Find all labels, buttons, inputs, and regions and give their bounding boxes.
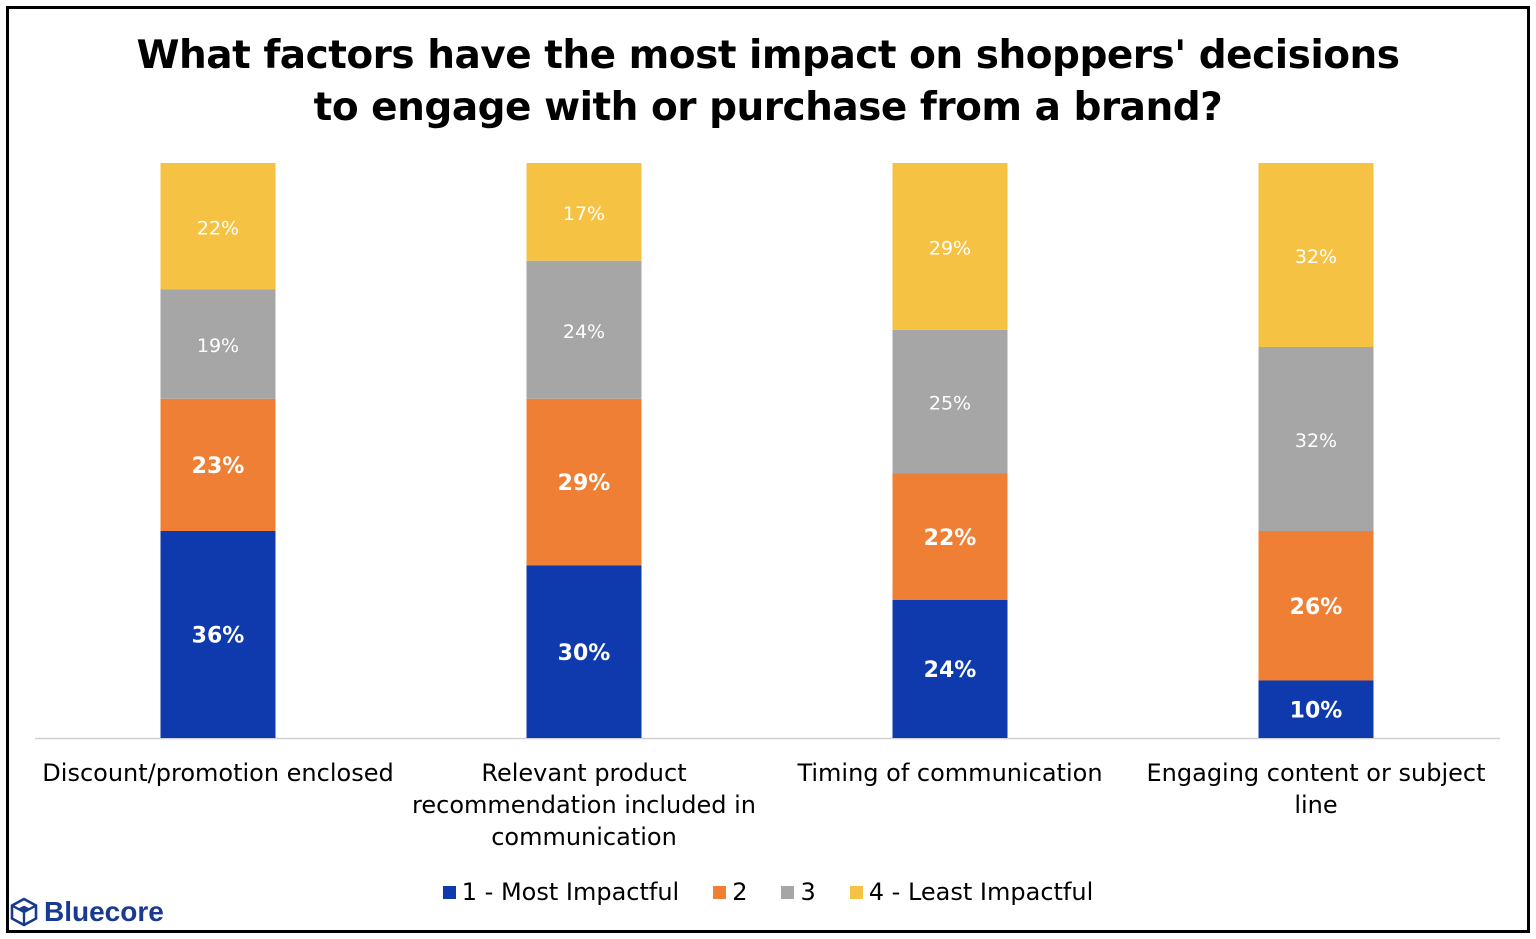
chart-title: What factors have the most impact on sho…: [0, 30, 1536, 134]
legend-swatch-2: [713, 885, 727, 899]
data-label-4-series-4: 32%: [1295, 246, 1337, 268]
legend-swatch-1: [442, 885, 456, 899]
category-label-3-line-1: Timing of communication: [797, 759, 1103, 787]
chart-title-line-1: What factors have the most impact on sho…: [136, 33, 1400, 78]
data-label-1-series-4: 22%: [197, 217, 239, 239]
legend-swatch-3: [781, 885, 795, 899]
bar-segment-2-series-2: [526, 398, 642, 566]
legend-item-1: 1 - Most Impactful: [442, 878, 680, 906]
bar-segment-2-series-3: [526, 260, 642, 399]
legend-label-2: 2: [732, 878, 748, 906]
brand-name: Bluecore: [44, 896, 164, 927]
category-label-2-line-1: Relevant product: [481, 759, 687, 787]
category-label-1-line-1: Discount/promotion enclosed: [42, 759, 394, 787]
bar-segment-4-series-1: [1258, 680, 1374, 738]
cube-icon: [10, 897, 38, 927]
category-label-2-line-2: recommendation included in: [412, 791, 756, 819]
legend-item-2: 2: [713, 878, 747, 906]
chart-title-line-2: to engage with or purchase from a brand?: [313, 85, 1223, 130]
data-label-3-series-1: 24%: [924, 658, 977, 683]
data-label-2-series-1: 30%: [558, 641, 611, 666]
data-label-4-series-3: 32%: [1295, 430, 1337, 452]
data-label-4-series-2: 26%: [1290, 595, 1343, 620]
data-label-2-series-4: 17%: [563, 203, 605, 225]
data-label-4-series-1: 10%: [1290, 698, 1343, 723]
legend-item-3: 3: [781, 878, 816, 906]
bar-segment-3-series-2: [892, 473, 1008, 600]
brand-logo: Bluecore: [10, 896, 164, 928]
data-label-3-series-3: 25%: [929, 393, 971, 415]
bar-segment-4-series-2: [1258, 531, 1374, 681]
category-label-4-line-2: line: [1294, 791, 1338, 819]
category-label-3: Timing of communication: [768, 757, 1132, 789]
legend: 1 - Most Impactful 2 3 4 - Least Impactful: [0, 878, 1536, 906]
data-label-3-series-4: 29%: [929, 237, 971, 259]
legend-swatch-4: [849, 885, 863, 899]
legend-item-4: 4 - Least Impactful: [849, 878, 1094, 906]
category-label-2-line-3: communication: [491, 823, 677, 851]
bar-segment-2-series-4: [526, 163, 642, 261]
data-label-1-series-3: 19%: [197, 335, 239, 357]
bar-segment-4-series-4: [1258, 163, 1374, 347]
bar-segment-1-series-2: [160, 398, 276, 531]
category-label-2: Relevant product recommendation included …: [402, 757, 766, 853]
bar-segment-1-series-1: [160, 531, 276, 738]
bar-segment-1-series-3: [160, 289, 276, 399]
bar-segment-3-series-4: [892, 163, 1008, 330]
bar-segment-3-series-1: [892, 600, 1008, 738]
category-label-4: Engaging content or subject line: [1134, 757, 1498, 821]
legend-label-4: 4 - Least Impactful: [868, 878, 1094, 906]
data-label-3-series-2: 22%: [924, 526, 977, 551]
bar-segment-2-series-1: [526, 565, 642, 738]
bar-segment-1-series-4: [160, 163, 276, 290]
data-label-2-series-3: 24%: [563, 321, 605, 343]
legend-label-1: 1 - Most Impactful: [461, 878, 680, 906]
data-label-1-series-1: 36%: [192, 624, 245, 649]
data-label-2-series-2: 29%: [558, 471, 611, 496]
category-label-1: Discount/promotion enclosed: [36, 757, 400, 789]
data-label-1-series-2: 23%: [192, 454, 245, 479]
legend-label-3: 3: [800, 878, 816, 906]
bar-segment-3-series-3: [892, 329, 1008, 474]
category-label-4-line-1: Engaging content or subject: [1146, 759, 1486, 787]
bar-segment-4-series-3: [1258, 347, 1374, 531]
